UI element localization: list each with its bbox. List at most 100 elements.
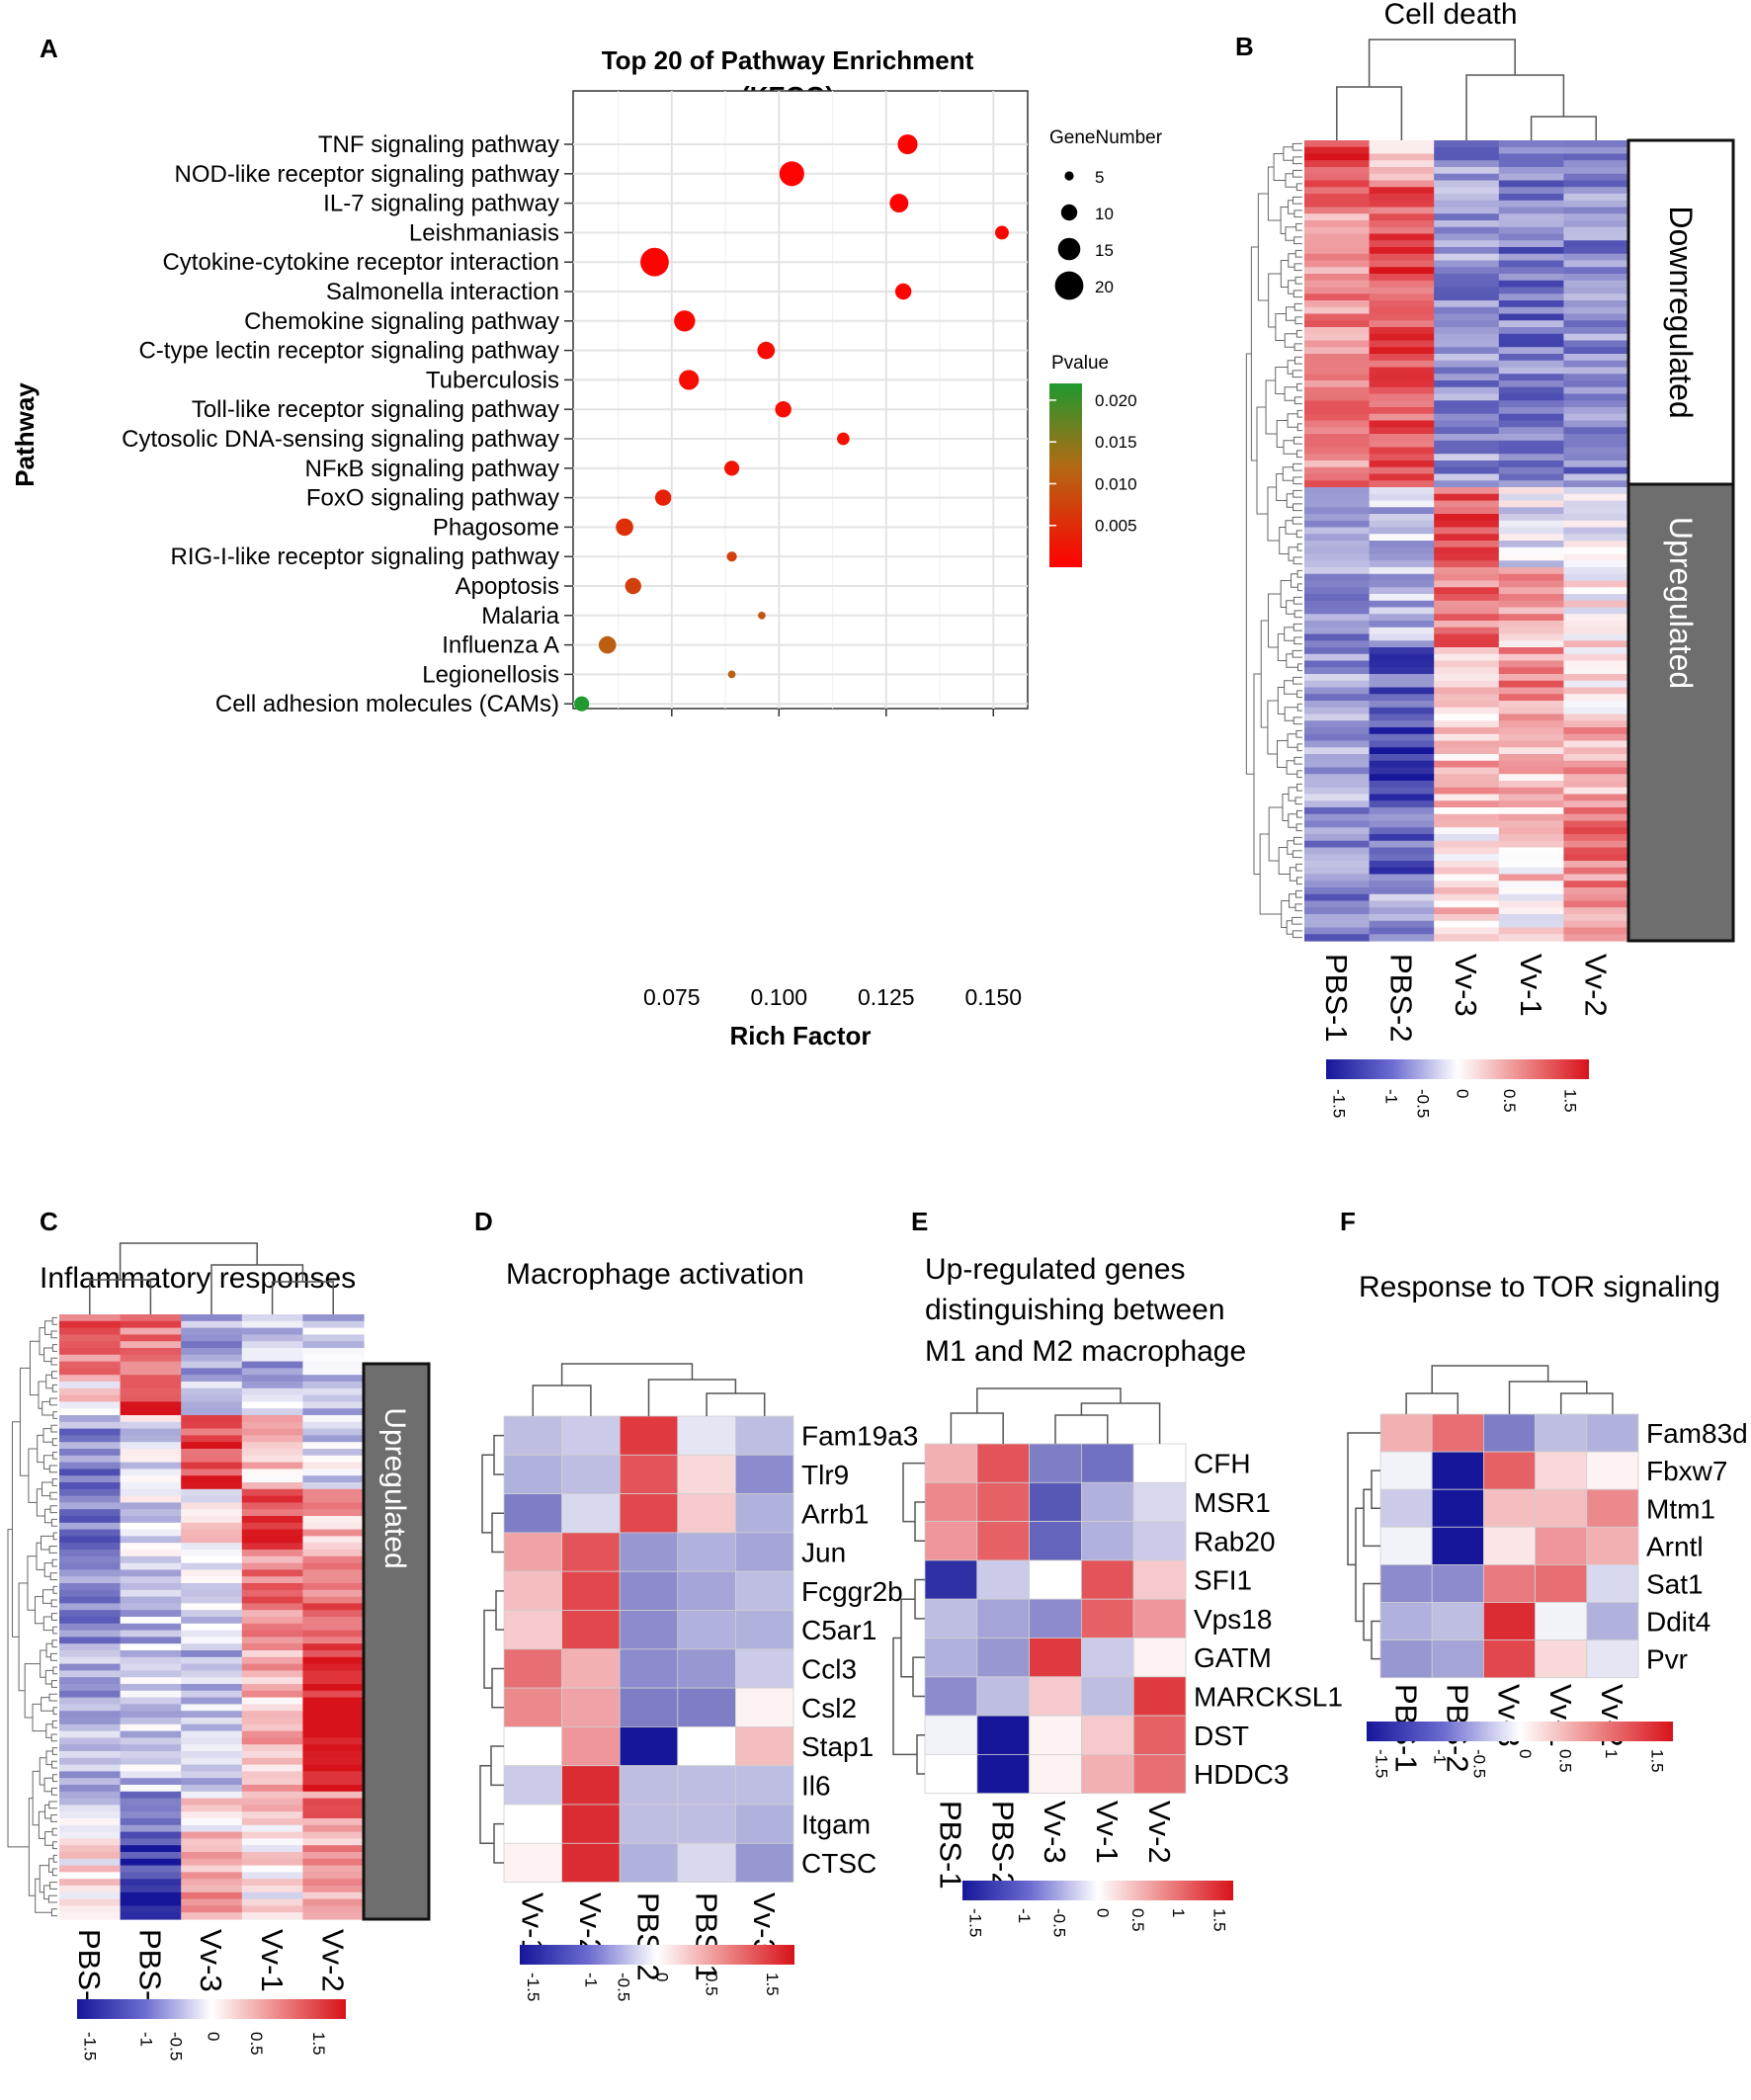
heatmap-cell <box>1434 313 1500 321</box>
heatmap-cell <box>1498 240 1564 248</box>
heatmap-cell <box>1304 466 1371 475</box>
colorbar-ticks-e: -1.5 -1 -0.5 0 0.5 1 1.5 <box>966 1908 1229 1937</box>
heatmap-cell <box>59 1516 122 1524</box>
heatmap-cell <box>59 1872 122 1880</box>
heatmap-cell <box>1369 553 1435 561</box>
heatmap-cell <box>1132 1443 1187 1483</box>
size-legend-dot <box>1060 204 1078 221</box>
heatmap-cell <box>120 1610 182 1618</box>
heatmap-cell <box>1498 647 1564 655</box>
heatmap-cell <box>1434 333 1500 342</box>
heatmap-cell <box>1434 820 1500 828</box>
heatmap-cell <box>241 1596 303 1604</box>
heatmap-cell <box>59 1730 122 1738</box>
heatmap-cell <box>1369 434 1435 442</box>
dendrogram-branch <box>1294 903 1302 912</box>
dendrogram-branch <box>1268 806 1283 862</box>
heatmap-cell <box>181 1764 243 1772</box>
heatmap-cell <box>1369 727 1435 735</box>
heatmap-cell <box>302 1469 365 1476</box>
heatmap-cell <box>181 1583 243 1591</box>
heatmap-cell <box>1369 607 1435 615</box>
colorbar-tick-label: 0 <box>1516 1749 1535 1758</box>
heatmap-cell <box>1434 527 1500 535</box>
heatmap-cell <box>1563 614 1629 622</box>
heatmap-cell <box>59 1529 122 1537</box>
heatmap-cell <box>181 1442 243 1450</box>
heatmap-cell <box>1563 180 1629 188</box>
row-label: Fcggr2b <box>801 1576 903 1607</box>
heatmap-cell <box>1563 907 1629 915</box>
dendrogram-branch <box>1281 900 1290 928</box>
heatmap-cell <box>1434 287 1500 294</box>
heatmap-cell <box>1369 813 1435 822</box>
colorbar-b <box>1326 1059 1589 1079</box>
heatmap-cell <box>1498 621 1564 629</box>
heatmap-cell <box>302 1690 365 1699</box>
dendrogram-branch <box>1293 756 1302 765</box>
heatmap-cell <box>619 1610 679 1650</box>
pathway-label: NFκB signaling pathway <box>305 456 559 482</box>
heatmap-cell <box>302 1656 365 1665</box>
heatmap-cell <box>503 1842 562 1884</box>
heatmap-cell <box>1304 600 1371 609</box>
colorbar-tick-label: -1 <box>1015 1908 1034 1923</box>
heatmap-cell <box>181 1886 243 1893</box>
heatmap-cell <box>1434 653 1500 662</box>
dendrogram-branch <box>1559 1392 1614 1414</box>
heatmap-cell <box>59 1361 122 1369</box>
heatmap-cell <box>120 1596 182 1604</box>
heatmap-cell <box>1379 1602 1433 1640</box>
heatmap-cell <box>59 1805 122 1812</box>
heatmap-cell <box>1498 614 1564 622</box>
heatmap-cell <box>1434 367 1500 375</box>
heatmap-cell <box>1369 714 1435 721</box>
heatmap-cell <box>1498 180 1564 188</box>
dendrogram-branch <box>50 1424 57 1433</box>
heatmap-cell <box>1369 660 1435 668</box>
heatmap-cell <box>181 1824 243 1833</box>
colorbar-tick-label: -1.5 <box>1329 1089 1348 1118</box>
heatmap-cell <box>120 1778 182 1786</box>
dendrogram-branch <box>50 1787 57 1796</box>
heatmap-cell <box>181 1723 243 1732</box>
heatmap-cell <box>120 1872 182 1880</box>
heatmap-cell <box>1434 447 1500 455</box>
heatmap-cell <box>302 1401 365 1409</box>
heatmap-cell <box>302 1623 365 1632</box>
heatmap-cell <box>120 1502 182 1510</box>
group-label-upregulated-c: Upregulated <box>378 1407 411 1568</box>
heatmap-cell <box>302 1891 365 1900</box>
colorbar-tick-label: 1.5 <box>1209 1908 1228 1932</box>
heatmap-cell <box>619 1493 679 1534</box>
heatmap-cell <box>1498 907 1564 915</box>
dendrogram-branch <box>1267 486 1280 542</box>
heatmap-cell <box>1434 553 1500 561</box>
heatmap-cell <box>241 1650 303 1658</box>
dendrogram-branch <box>1508 1381 1588 1414</box>
row-labels-d: Fam19a3Tlr9Arrb1JunFcggr2bC5ar1Ccl3Csl2S… <box>801 1421 918 1879</box>
heatmap-cell <box>503 1610 562 1650</box>
heatmap-cell <box>241 1858 303 1867</box>
heatmap-cell <box>59 1334 122 1342</box>
column-label: PBS-1 <box>1319 954 1354 1043</box>
heatmap-cell <box>1498 374 1564 381</box>
pathway-point <box>779 161 804 187</box>
heatmap-cell <box>1369 847 1435 855</box>
panel-letter-c: C <box>40 1207 58 1236</box>
heatmap-cell <box>1498 800 1564 808</box>
heatmap-cell <box>1304 647 1371 655</box>
heatmap-cell <box>1304 440 1371 449</box>
heatmap-cell <box>241 1543 303 1551</box>
size-legend-label: 15 <box>1095 241 1114 260</box>
column-dendrogram-f <box>1405 1365 1614 1414</box>
heatmap-cell <box>1379 1564 1433 1603</box>
dendrogram-branch <box>1296 409 1302 418</box>
heatmap-cell <box>1434 514 1500 522</box>
heatmap-cell <box>677 1726 736 1767</box>
size-legend-dot <box>1064 171 1074 181</box>
dendrogram-branch <box>1296 783 1302 792</box>
pathway-label: Chemokine signaling pathway <box>244 308 559 335</box>
heatmap-cell <box>59 1723 122 1732</box>
heatmap-cell <box>1304 794 1371 801</box>
